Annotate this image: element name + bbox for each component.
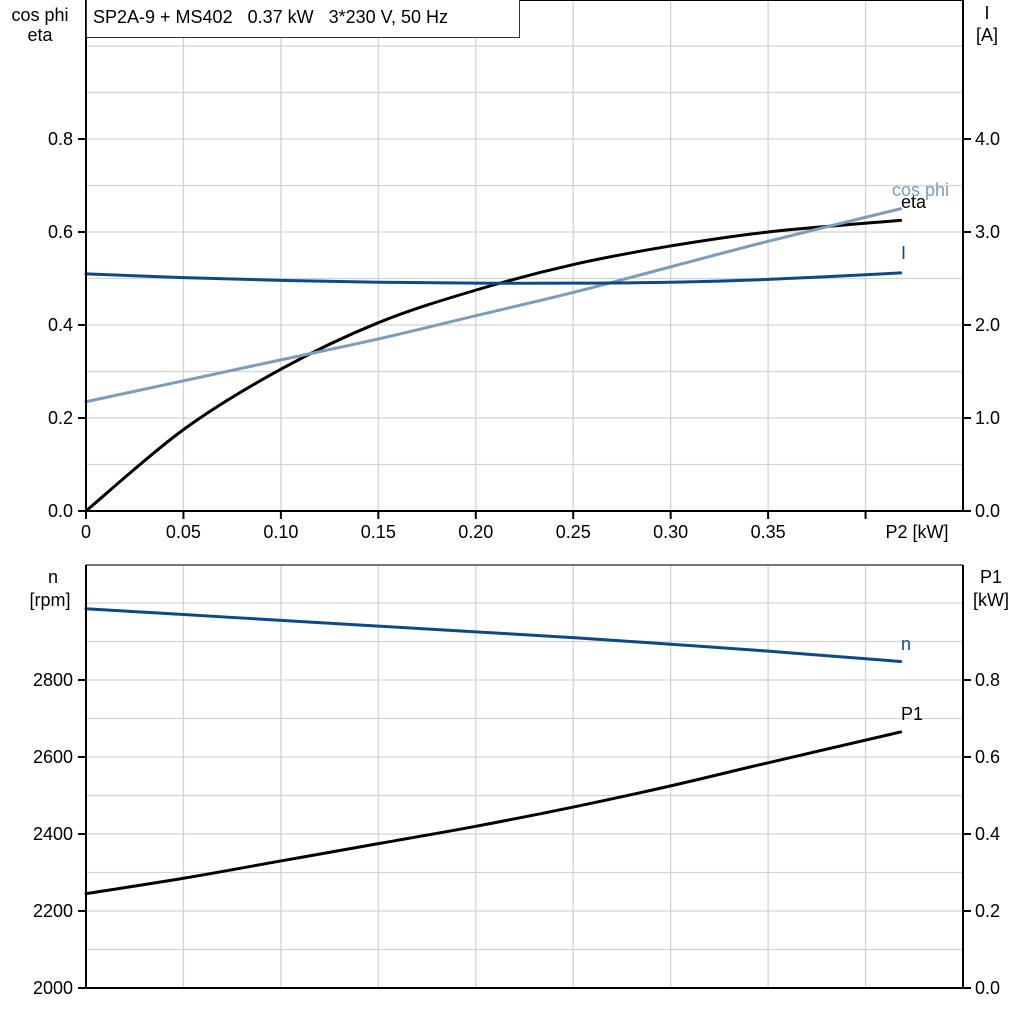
svg-text:2200: 2200 (33, 901, 73, 921)
svg-text:0.0: 0.0 (975, 501, 1000, 521)
svg-text:2400: 2400 (33, 824, 73, 844)
svg-text:0.25: 0.25 (556, 522, 591, 542)
top-left-axis-label-2: eta (27, 25, 53, 45)
curves (84, 207, 903, 896)
svg-text:0.20: 0.20 (458, 522, 493, 542)
svg-text:0.6: 0.6 (975, 747, 1000, 767)
curve-i (84, 271, 903, 285)
bottom-left-axis-label-1: n (48, 567, 58, 587)
axes (78, 0, 971, 989)
curve-p1 (84, 730, 903, 896)
bottom-right-axis-label-1: P1 (980, 567, 1002, 587)
svg-text:3.0: 3.0 (975, 222, 1000, 242)
svg-text:0.2: 0.2 (48, 408, 73, 428)
top-right-axis-label-2: [A] (976, 25, 998, 45)
svg-text:2600: 2600 (33, 747, 73, 767)
svg-text:0.0: 0.0 (975, 978, 1000, 998)
svg-text:0.4: 0.4 (975, 824, 1000, 844)
top-left-axis-label-1: cos phi (11, 5, 68, 25)
curve-label-cosphi: cos phi (892, 180, 949, 200)
svg-text:0.05: 0.05 (166, 522, 201, 542)
svg-text:0: 0 (81, 522, 91, 542)
svg-text:2800: 2800 (33, 670, 73, 690)
grid-lines (86, 0, 963, 988)
svg-text:0.35: 0.35 (751, 522, 786, 542)
chart-title: SP2A-9 + MS402 0.37 kW 3*230 V, 50 Hz (86, 0, 520, 38)
curve-cos-phi (84, 207, 903, 404)
svg-text:0.6: 0.6 (48, 222, 73, 242)
top-right-axis-label-1: I (984, 3, 989, 23)
svg-text:2.0: 2.0 (975, 315, 1000, 335)
tick-labels: 0.0 0.2 0.4 0.6 0.8 0.0 1.0 2.0 3.0 4.0 2000 2200 24… (33, 129, 1000, 998)
svg-text:0.4: 0.4 (48, 315, 73, 335)
svg-text:0.10: 0.10 (263, 522, 298, 542)
svg-text:4.0: 4.0 (975, 129, 1000, 149)
svg-text:0.8: 0.8 (48, 129, 73, 149)
curve-n (84, 607, 903, 664)
curve-label-I: I (901, 243, 906, 263)
curve-label-eta: eta (901, 192, 927, 212)
svg-text:0.0: 0.0 (48, 501, 73, 521)
svg-text:2000: 2000 (33, 978, 73, 998)
curve-eta (84, 218, 903, 513)
svg-text:1.0: 1.0 (975, 408, 1000, 428)
curve-label-n: n (901, 634, 911, 654)
curve-label-P1: P1 (901, 704, 923, 724)
svg-text:0.30: 0.30 (653, 522, 688, 542)
x-axis-label: P2 [kW] (885, 522, 948, 542)
bottom-left-axis-label-2: [rpm] (29, 590, 70, 610)
svg-text:0.2: 0.2 (975, 901, 1000, 921)
svg-text:0.8: 0.8 (975, 670, 1000, 690)
svg-text:0.15: 0.15 (361, 522, 396, 542)
bottom-right-axis-label-2: [kW] (973, 590, 1009, 610)
